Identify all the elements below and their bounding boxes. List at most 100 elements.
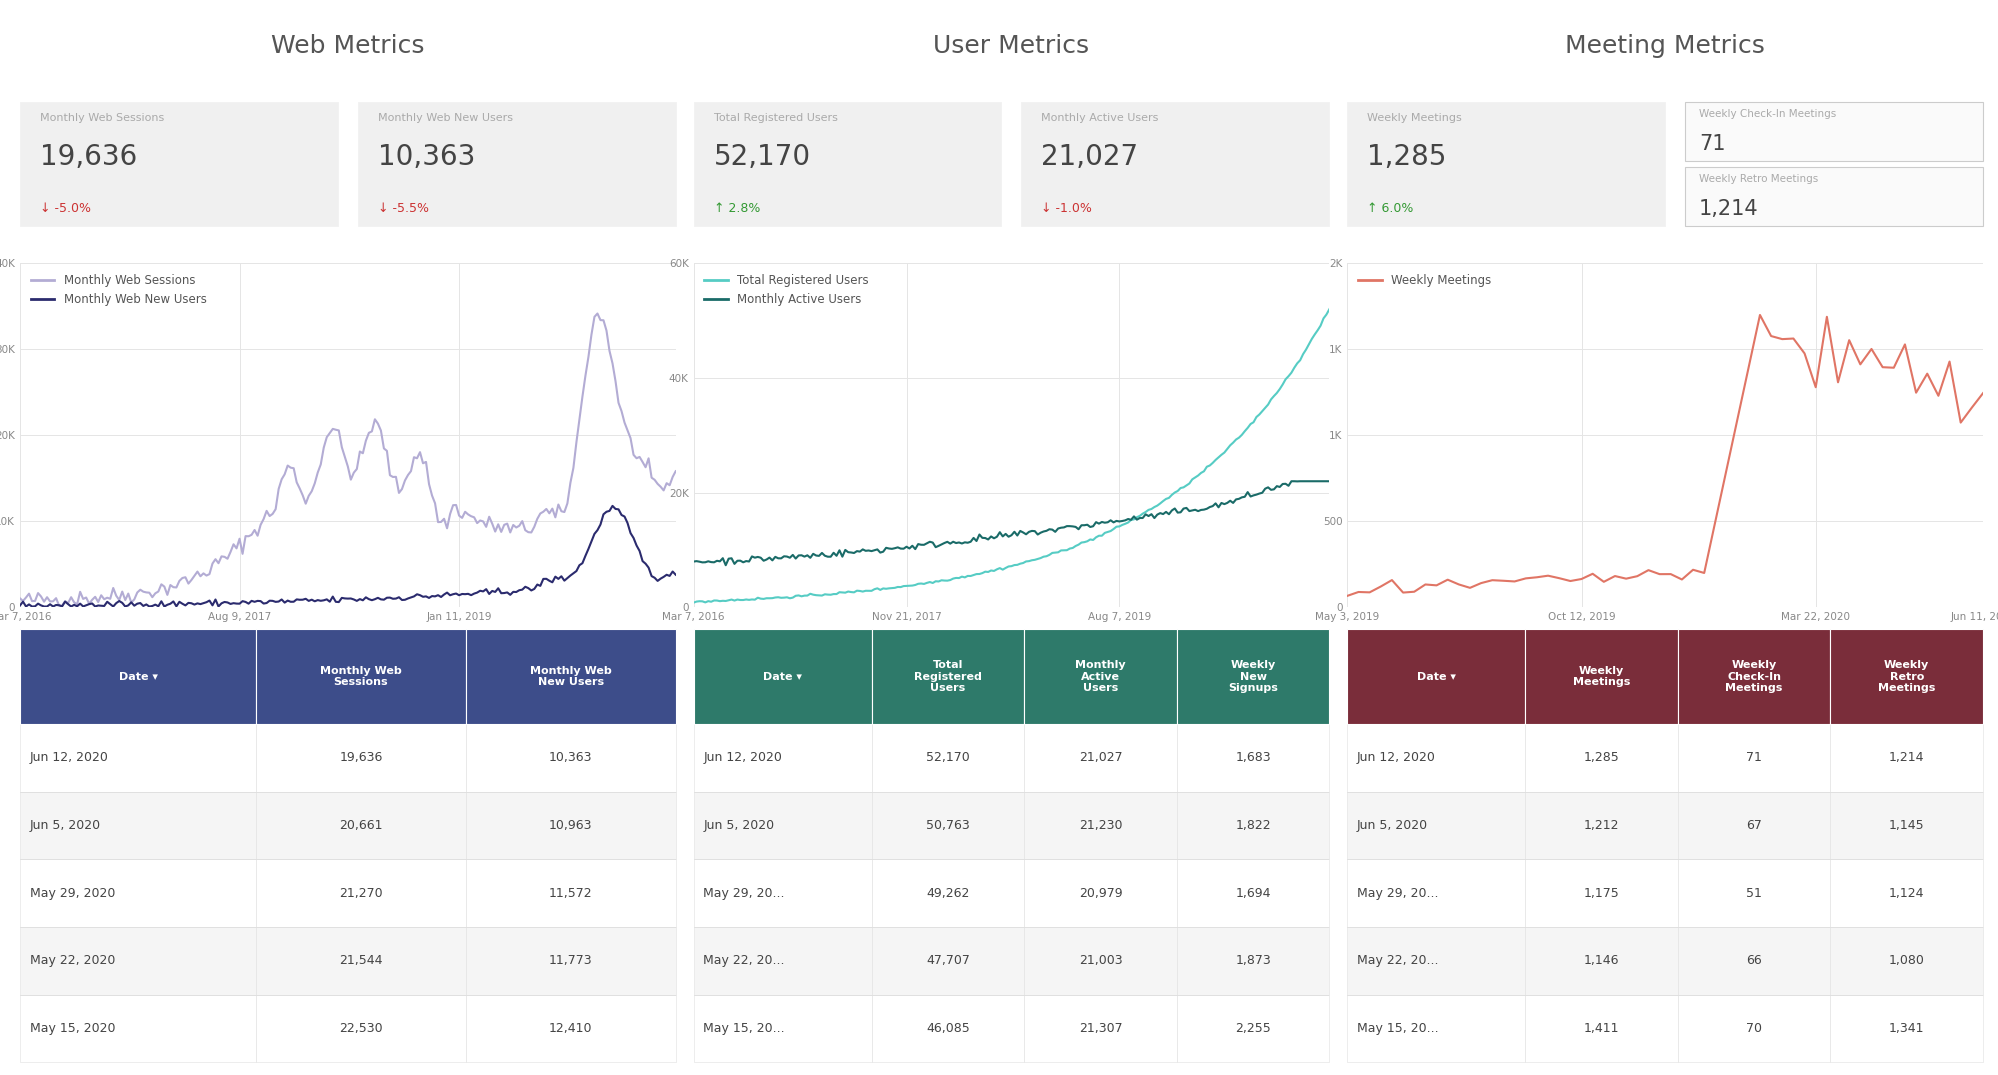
Bar	[693, 994, 871, 1062]
Text: 49,262: 49,262	[925, 887, 969, 900]
Bar	[20, 792, 256, 859]
Text: 1,214: 1,214	[1698, 200, 1758, 219]
Text: 19,636: 19,636	[340, 751, 382, 764]
Text: May 15, 2020: May 15, 2020	[30, 1022, 116, 1035]
Bar	[871, 725, 1023, 792]
Text: 21,003: 21,003	[1079, 955, 1121, 968]
Text: 1,285: 1,285	[1367, 143, 1447, 171]
Text: 1,873: 1,873	[1235, 955, 1271, 968]
Text: 1,285: 1,285	[1582, 751, 1618, 764]
Text: 71: 71	[1698, 134, 1724, 155]
Bar	[1177, 859, 1329, 927]
Bar	[1676, 725, 1830, 792]
Bar	[466, 859, 675, 927]
Bar	[20, 629, 256, 725]
Text: 21,307: 21,307	[1079, 1022, 1121, 1035]
Bar	[1347, 629, 1524, 725]
Text: May 15, 20...: May 15, 20...	[703, 1022, 785, 1035]
Text: Date ▾: Date ▾	[763, 672, 801, 682]
Text: 50,763: 50,763	[925, 819, 969, 832]
Bar	[256, 994, 466, 1062]
Text: 1,694: 1,694	[1235, 887, 1271, 900]
Text: ↓ -5.0%: ↓ -5.0%	[40, 202, 92, 215]
Bar	[1347, 725, 1524, 792]
Bar	[20, 927, 256, 994]
Text: May 29, 20...: May 29, 20...	[703, 887, 785, 900]
Text: Weekly
Check-In
Meetings: Weekly Check-In Meetings	[1724, 660, 1782, 693]
Text: Monthly Web New Users: Monthly Web New Users	[378, 113, 513, 123]
Text: Jun 12, 2020: Jun 12, 2020	[30, 751, 108, 764]
Bar	[466, 994, 675, 1062]
Bar	[1347, 792, 1524, 859]
Text: 1,146: 1,146	[1582, 955, 1618, 968]
Bar	[1177, 927, 1329, 994]
Bar	[1524, 927, 1676, 994]
Text: 2,255: 2,255	[1235, 1022, 1271, 1035]
Bar	[1676, 629, 1830, 725]
Legend: Monthly Web Sessions, Monthly Web New Users: Monthly Web Sessions, Monthly Web New Us…	[26, 269, 212, 311]
Text: Jun 12, 2020: Jun 12, 2020	[703, 751, 781, 764]
Bar	[1177, 994, 1329, 1062]
Bar	[256, 859, 466, 927]
Text: Weekly
Retro
Meetings: Weekly Retro Meetings	[1876, 660, 1934, 693]
Text: 1,411: 1,411	[1582, 1022, 1618, 1035]
Bar	[871, 927, 1023, 994]
Text: Date ▾: Date ▾	[1417, 672, 1455, 682]
Text: Weekly Meetings: Weekly Meetings	[1367, 113, 1461, 123]
Bar	[1830, 859, 1982, 927]
Bar	[871, 994, 1023, 1062]
Text: 1,212: 1,212	[1582, 819, 1618, 832]
Text: 47,707: 47,707	[925, 955, 969, 968]
Bar	[1023, 725, 1177, 792]
Bar	[693, 927, 871, 994]
Text: May 22, 2020: May 22, 2020	[30, 955, 116, 968]
Text: 52,170: 52,170	[713, 143, 811, 171]
Text: 10,363: 10,363	[378, 143, 476, 171]
Text: Monthly Active Users: Monthly Active Users	[1041, 113, 1159, 123]
Text: Total
Registered
Users: Total Registered Users	[913, 660, 981, 693]
Text: 19,636: 19,636	[40, 143, 138, 171]
Bar	[1830, 994, 1982, 1062]
Text: Monthly Web
Sessions: Monthly Web Sessions	[320, 665, 402, 687]
Bar	[693, 725, 871, 792]
Text: 10,963: 10,963	[549, 819, 591, 832]
Text: 10,363: 10,363	[549, 751, 591, 764]
Text: 71: 71	[1746, 751, 1760, 764]
Bar	[1830, 725, 1982, 792]
Bar	[1524, 725, 1676, 792]
Text: May 29, 2020: May 29, 2020	[30, 887, 116, 900]
Text: ↑ 6.0%: ↑ 6.0%	[1367, 202, 1413, 215]
Text: Monthly Web Sessions: Monthly Web Sessions	[40, 113, 164, 123]
Bar	[1524, 994, 1676, 1062]
Bar	[20, 859, 256, 927]
Bar	[1524, 629, 1676, 725]
Bar	[20, 994, 256, 1062]
Text: 1,080: 1,080	[1888, 955, 1924, 968]
Text: 1,145: 1,145	[1888, 819, 1924, 832]
Bar	[1676, 792, 1830, 859]
Text: User Metrics: User Metrics	[933, 34, 1089, 58]
Bar	[1023, 859, 1177, 927]
Bar	[1023, 927, 1177, 994]
Bar	[693, 629, 871, 725]
Bar	[1347, 927, 1524, 994]
Text: 1,341: 1,341	[1888, 1022, 1924, 1035]
Bar	[693, 792, 871, 859]
Bar	[466, 629, 675, 725]
Text: 20,661: 20,661	[340, 819, 382, 832]
Bar	[1347, 994, 1524, 1062]
Text: 21,230: 21,230	[1079, 819, 1121, 832]
Text: 20,979: 20,979	[1079, 887, 1121, 900]
Text: Total Registered Users: Total Registered Users	[713, 113, 837, 123]
Text: 66: 66	[1746, 955, 1760, 968]
Bar	[1676, 994, 1830, 1062]
Text: 1,683: 1,683	[1235, 751, 1271, 764]
Text: 21,027: 21,027	[1079, 751, 1121, 764]
Legend: Total Registered Users, Monthly Active Users: Total Registered Users, Monthly Active U…	[699, 269, 873, 311]
Text: Monthly Web
New Users: Monthly Web New Users	[529, 665, 611, 687]
Text: Weekly
Meetings: Weekly Meetings	[1572, 665, 1630, 687]
Bar	[1023, 994, 1177, 1062]
Text: 11,773: 11,773	[549, 955, 591, 968]
Bar	[693, 859, 871, 927]
Text: May 22, 20...: May 22, 20...	[1357, 955, 1439, 968]
